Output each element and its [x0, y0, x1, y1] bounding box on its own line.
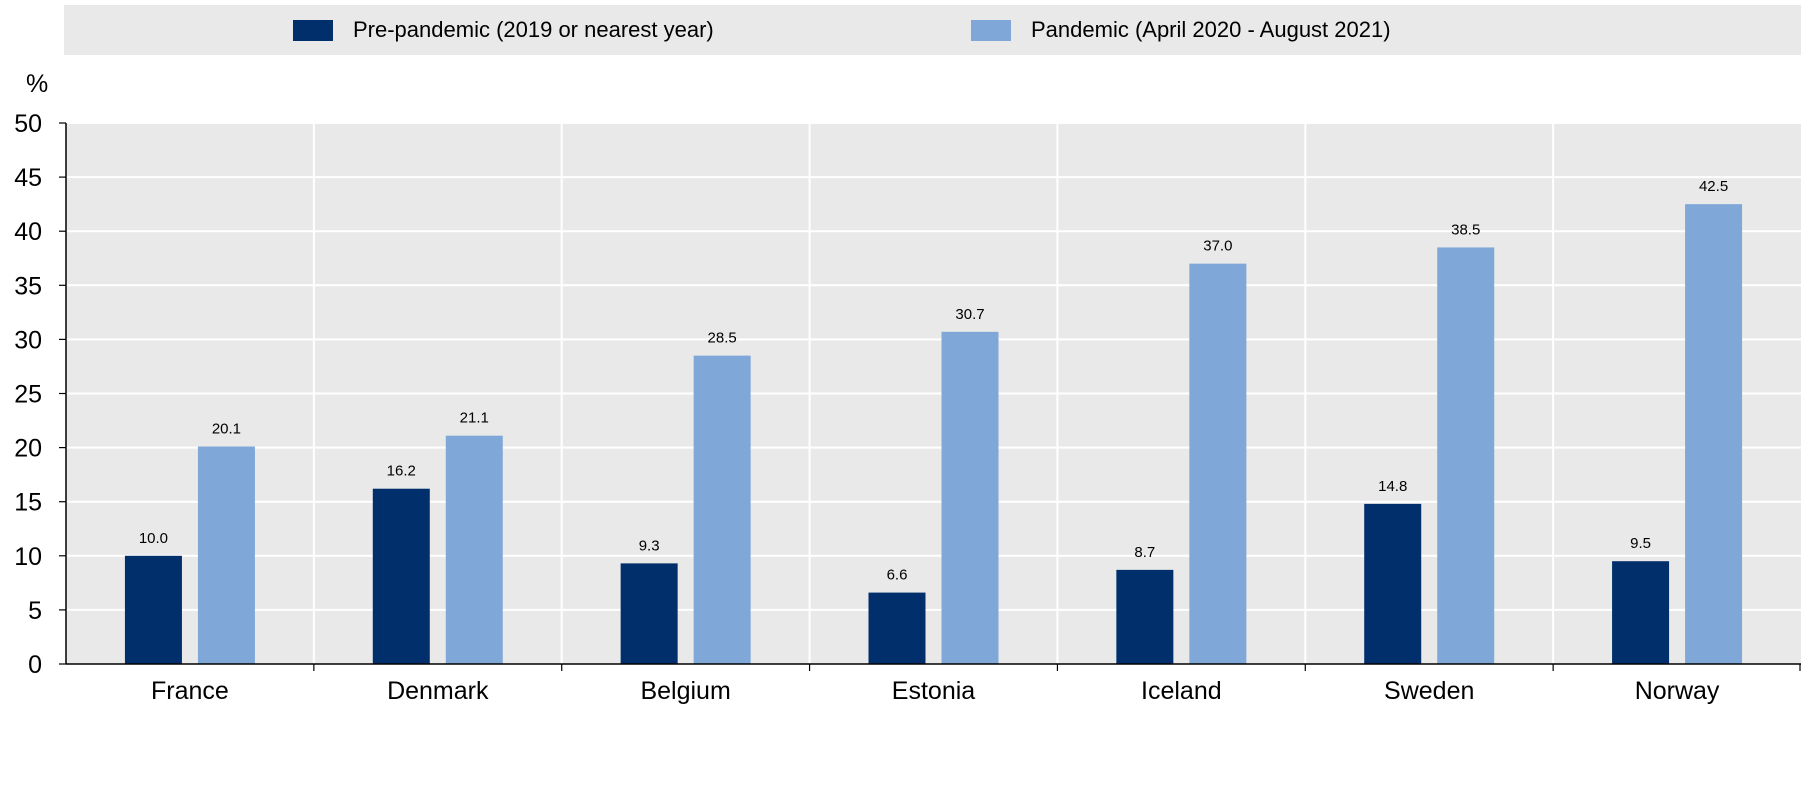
x-category-label: France — [151, 677, 229, 705]
y-tick-label: 45 — [14, 164, 42, 192]
chart-legend: Pre-pandemic (2019 or nearest year) Pand… — [64, 5, 1801, 55]
y-axis-unit-label: % — [26, 70, 48, 98]
legend-swatch-pre-pandemic — [293, 19, 333, 41]
bar-pandemic-iceland — [1189, 263, 1247, 664]
data-label: 10.0 — [139, 530, 168, 547]
x-category-label: Denmark — [387, 677, 489, 705]
bar-pre-pandemic-france — [124, 555, 182, 664]
data-label: 6.6 — [887, 567, 908, 584]
bar-pre-pandemic-norway — [1612, 561, 1670, 664]
bar-pandemic-france — [197, 446, 255, 664]
bar-pandemic-denmark — [445, 435, 503, 664]
bar-pandemic-estonia — [941, 331, 999, 664]
bar-pre-pandemic-iceland — [1116, 569, 1174, 664]
data-label: 16.2 — [387, 463, 416, 480]
x-category-label: Estonia — [892, 677, 975, 705]
data-label: 9.5 — [1630, 535, 1651, 552]
x-category-label: Iceland — [1141, 677, 1222, 705]
y-tick-label: 20 — [14, 435, 42, 463]
bar-pre-pandemic-belgium — [620, 563, 678, 664]
x-category-label: Norway — [1635, 677, 1720, 705]
y-tick-label: 35 — [14, 272, 42, 300]
y-tick-label: 0 — [28, 651, 42, 679]
bar-pre-pandemic-sweden — [1364, 503, 1422, 664]
legend-label-pre-pandemic: Pre-pandemic (2019 or nearest year) — [353, 17, 714, 42]
data-label: 14.8 — [1378, 478, 1407, 495]
data-label: 9.3 — [639, 537, 660, 554]
x-category-label: Sweden — [1384, 677, 1474, 705]
legend-item-pre-pandemic: Pre-pandemic (2019 or nearest year) — [293, 5, 714, 55]
x-category-label: Belgium — [640, 677, 730, 705]
data-label: 30.7 — [955, 306, 984, 323]
data-label: 38.5 — [1451, 221, 1480, 238]
data-label: 28.5 — [708, 330, 737, 347]
data-label: 8.7 — [1134, 544, 1155, 561]
bar-pre-pandemic-estonia — [868, 592, 926, 664]
y-tick-label: 50 — [14, 110, 42, 138]
bar-pandemic-belgium — [693, 355, 751, 664]
y-tick-label: 30 — [14, 326, 42, 354]
y-tick-label: 15 — [14, 489, 42, 517]
bar-pandemic-sweden — [1437, 247, 1495, 664]
y-tick-label: 40 — [14, 218, 42, 246]
data-label: 42.5 — [1699, 178, 1728, 195]
y-tick-label: 10 — [14, 543, 42, 571]
legend-item-pandemic: Pandemic (April 2020 - August 2021) — [971, 5, 1391, 55]
y-tick-label: 5 — [28, 597, 42, 625]
data-label: 21.1 — [460, 410, 489, 427]
bar-pre-pandemic-denmark — [372, 488, 430, 664]
legend-label-pandemic: Pandemic (April 2020 - August 2021) — [1031, 17, 1391, 42]
data-label: 20.1 — [212, 421, 241, 438]
legend-swatch-pandemic — [971, 19, 1011, 41]
y-tick-label: 25 — [14, 381, 42, 409]
bar-pandemic-norway — [1685, 204, 1743, 664]
data-label: 37.0 — [1203, 238, 1232, 255]
